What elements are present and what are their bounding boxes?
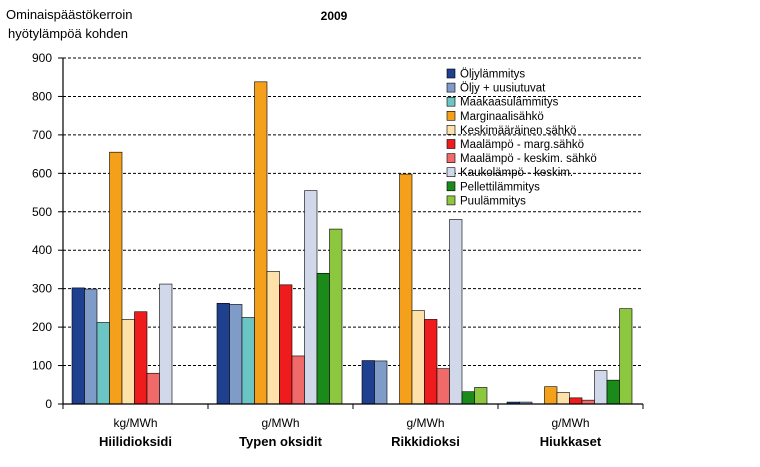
bar [544,386,558,405]
bar [291,355,305,405]
legend-swatch [446,96,456,107]
bar [474,387,488,405]
axes [62,58,644,409]
bar [461,391,475,405]
x-unit-label: g/MWh [261,416,299,430]
legend-swatch [446,68,456,79]
bar [436,368,450,405]
bar [279,284,293,405]
legend-label: Maalämpö - keskim. sähkö [460,153,597,165]
bar [399,173,413,405]
legend-label: Pellettilämmitys [460,181,540,193]
y-tick-label: 200 [32,320,52,334]
legend-label: Marginaalisähkö [460,111,544,123]
chart-title: 2009 [321,9,348,23]
bar [229,304,243,405]
bar [146,372,160,405]
bar [84,288,98,405]
legend-swatch [446,181,456,192]
bar [159,283,173,405]
legend-label: Maakaasulämmitys [460,97,559,109]
x-unit-label: kg/MWh [113,416,157,430]
y-tick-label: 600 [32,166,52,180]
y-tick-labels: 0 100 200 300 400 500 600 700 800 900 [32,51,63,411]
legend-swatch [446,167,456,177]
y-tick-label: 0 [45,397,52,411]
bar [449,219,463,405]
y-tick-label: 900 [32,51,52,65]
bar [329,228,343,405]
bar [316,272,330,405]
x-category-label: Hiukkaset [540,434,602,449]
bar [411,310,425,405]
bar [374,360,388,405]
bar [619,308,633,405]
legend-label: Maalämpö - marg.sähkö [460,139,584,151]
y-tick-label: 500 [32,205,52,219]
y-tick-label: 400 [32,243,52,257]
bar [216,302,230,405]
legend-swatch [446,111,456,121]
legend-label: Puulämmitys [460,195,526,207]
legend-label: Keskimääräinen sähkö [460,125,576,137]
bar [134,311,148,405]
legend-label: Öljy + uusiutuvat [460,83,546,95]
bar [569,397,583,405]
bar [109,151,123,405]
bar [254,81,268,405]
y-tick-label: 100 [32,359,52,373]
y-axis-label-line-2: hyötylämpöä kohden [8,26,128,41]
legend-swatch [446,125,456,135]
x-category-label: Typen oksidit [239,434,322,449]
x-category-label: Rikkidioksi [391,434,460,449]
legend-swatch [446,82,456,93]
legend-label: Öljylämmitys [460,69,525,81]
bar [266,271,280,405]
legend-label: Kaukolämpö - keskim. [460,167,573,179]
legend-swatch [446,195,456,206]
bar [241,317,255,405]
bar [361,360,375,405]
bar [556,392,570,405]
bars [71,81,633,405]
x-category-labels: kg/MWh Hiilidioksidi g/MWh Typen oksidit g/M… [99,416,602,449]
y-tick-label: 800 [32,89,52,103]
bar [71,287,85,405]
bar [96,322,110,405]
bar [424,319,438,405]
bar [121,319,135,405]
y-tick-label: 300 [32,282,52,296]
legend-swatch [446,153,456,163]
bar [606,379,620,405]
x-unit-label: g/MWh [551,416,589,430]
x-category-label: Hiilidioksidi [99,434,172,449]
y-axis-label-line-1: Ominaispäästökerroin [6,7,132,22]
legend: Öljylämmitys Öljy + uusiutuvat Maakaasuläm… [446,68,597,207]
bar [594,370,608,405]
legend-swatch [446,139,456,149]
x-unit-label: g/MWh [406,416,444,430]
bar [304,190,318,405]
y-tick-label: 700 [32,128,52,142]
